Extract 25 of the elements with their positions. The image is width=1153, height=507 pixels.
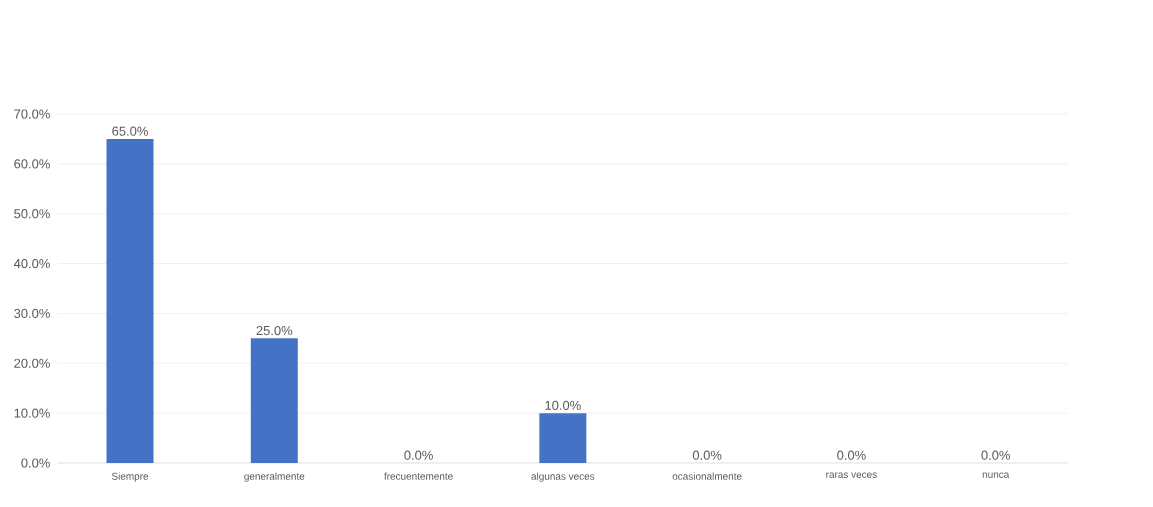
data-label: 25.0% xyxy=(256,325,293,336)
y-tick-label: 50.0% xyxy=(14,209,50,219)
y-tick-label: 0.0% xyxy=(21,458,50,468)
x-tick-label: raras veces xyxy=(826,472,877,478)
y-tick-label: 20.0% xyxy=(14,358,50,368)
y-tick-label: 40.0% xyxy=(13,258,50,269)
bar xyxy=(250,338,298,463)
y-tick-label: 70.0% xyxy=(14,109,50,119)
x-tick-label: frecuentemente xyxy=(384,472,453,480)
y-tick-label: 30.0% xyxy=(14,308,50,318)
data-label: 0.0% xyxy=(404,450,433,460)
x-tick-label: nunca xyxy=(982,472,1010,478)
x-tick-label: Siempre xyxy=(111,472,149,482)
x-tick-label: generalmente xyxy=(244,472,305,482)
x-tick-label: algunas veces xyxy=(531,472,595,482)
data-label: 0.0% xyxy=(837,450,866,460)
bar xyxy=(539,413,587,463)
data-label: 10.0% xyxy=(545,400,581,410)
x-tick-label: ocasionalmente xyxy=(672,472,742,480)
bar xyxy=(106,138,154,463)
data-label: 65.0% xyxy=(112,126,148,136)
data-label: 0.0% xyxy=(981,450,1010,460)
y-tick-label: 10.0% xyxy=(14,408,50,418)
y-tick-label: 60.0% xyxy=(14,159,50,169)
data-label: 0.0% xyxy=(692,450,722,460)
